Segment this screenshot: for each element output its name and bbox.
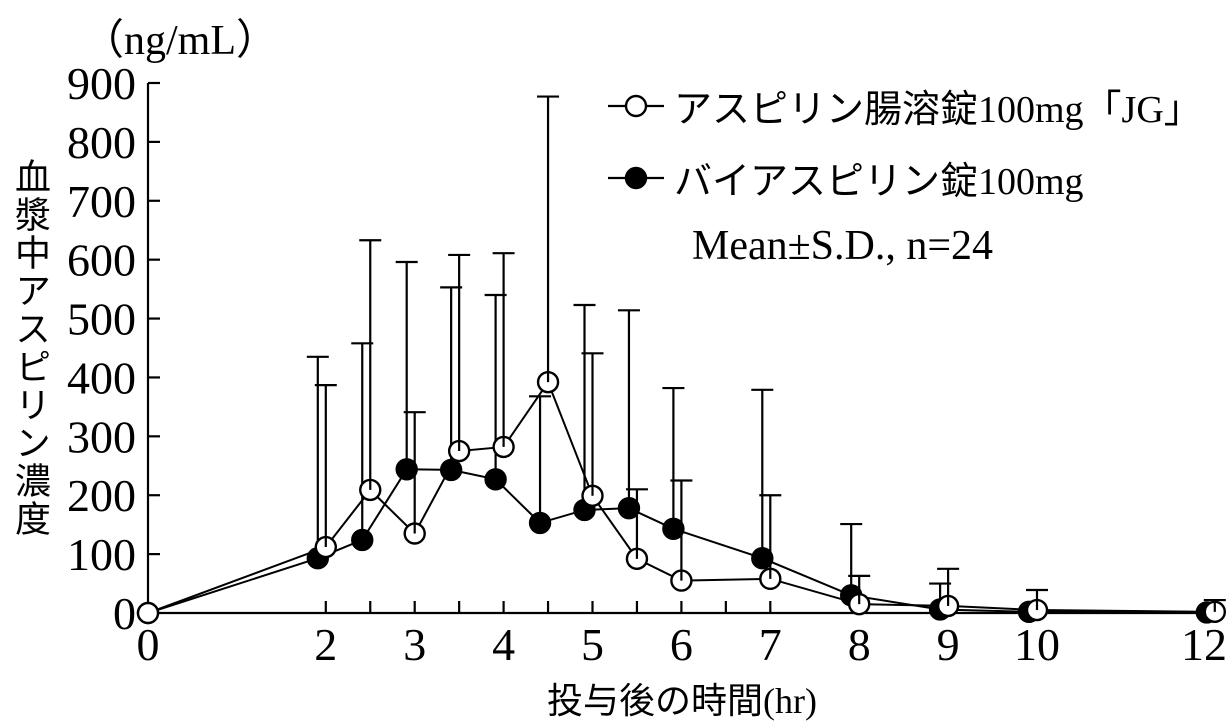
open-circle-marker-icon	[608, 94, 664, 117]
y-axis-unit-label: （ng/mL）	[82, 18, 278, 64]
y-axis-ticks: 0 100 200 300 400 500 600 700 800 900	[67, 58, 160, 639]
x-tick-label: 7	[759, 619, 782, 670]
y-tick-label: 200	[67, 470, 136, 521]
x-tick-label: 6	[670, 619, 693, 670]
x-tick-label: 10	[1014, 619, 1060, 670]
x-tick-label: 4	[492, 619, 515, 670]
y-tick-label: 0	[113, 588, 136, 639]
y-tick-label: 800	[67, 117, 136, 168]
y-tick-label: 300	[67, 411, 136, 462]
x-axis-title: 投与後の時間(hr)	[547, 681, 817, 721]
filled-circle-marker-icon	[608, 166, 664, 189]
y-tick-label: 500	[67, 294, 136, 345]
series-bayaspirin	[136, 458, 1219, 625]
x-tick-label: 2	[314, 619, 337, 670]
series-line	[147, 468, 1207, 614]
series-markers	[136, 458, 1219, 625]
x-tick-label: 8	[848, 619, 871, 670]
y-axis-title: 血漿中アスピリン濃度	[10, 158, 50, 538]
x-tick-label: 9	[937, 619, 960, 670]
x-tick-label: 0	[137, 619, 160, 670]
mean-sd-annotation: Mean±S.D., n=24	[692, 223, 994, 269]
legend-label-bayaspirin: バイアスピリン錠100mg	[674, 161, 1084, 203]
error-bars	[314, 95, 1226, 612]
y-tick-label: 900	[67, 58, 136, 109]
y-tick-label: 600	[67, 235, 136, 286]
y-tick-label: 700	[67, 176, 136, 227]
legend-label-jg: アスピリン腸溶錠100mg「JG」	[674, 89, 1202, 131]
x-tick-label: 3	[403, 619, 426, 670]
x-tick-label: 12	[1181, 619, 1227, 670]
legend-entry-bayaspirin: バイアスピリン錠100mg	[608, 150, 1084, 205]
legend-entry-jg: アスピリン腸溶錠100mg「JG」	[608, 78, 1202, 133]
y-tick-label: 100	[67, 529, 136, 580]
open-circle-marker	[136, 601, 160, 625]
x-tick-label: 5	[581, 619, 604, 670]
x-axis-ticks: 0 2 3 4 5 6 7 8 9 10 12	[137, 601, 1227, 670]
y-tick-label: 400	[67, 352, 136, 403]
